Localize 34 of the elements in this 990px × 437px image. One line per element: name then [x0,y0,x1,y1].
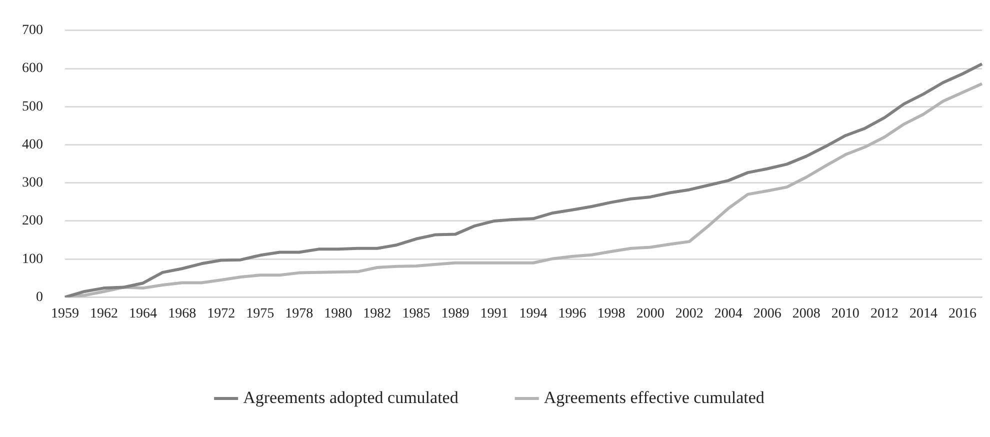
y-tick-label: 0 [36,290,43,305]
x-tick-label: 1994 [519,306,548,322]
x-tick-label: 2006 [753,306,782,322]
y-tick-label: 600 [22,61,43,76]
x-tick-label: 2000 [636,306,664,322]
x-tick-label: 1968 [168,306,196,322]
x-tick-label: 1985 [402,306,430,322]
y-tick-label: 200 [22,214,43,229]
x-tick-label: 1989 [441,306,470,322]
x-tick-label: 1964 [129,306,158,322]
x-tick-label: 2016 [948,306,976,322]
x-tick-label: 2002 [675,306,704,322]
x-tick-label: 2010 [831,306,860,322]
x-tick-label: 1962 [90,306,118,322]
y-tick-label: 300 [22,176,43,191]
y-tick-label: 500 [22,99,43,114]
x-tick-label: 1975 [246,306,274,322]
y-tick-label: 100 [22,252,43,267]
x-tick-label: 1996 [558,306,586,322]
x-tick-label: 1991 [480,306,508,322]
x-tick-label: 2012 [870,306,898,322]
x-tick-label: 1998 [597,306,626,322]
y-tick-label: 700 [22,23,43,38]
x-tick-label: 2014 [909,306,938,322]
x-tick-label: 1982 [363,306,392,322]
legend-label: Agreements adopted cumulated [243,388,459,407]
legend-label: Agreements effective cumulated [544,388,765,407]
x-tick-label: 1972 [207,306,236,322]
x-tick-label: 1980 [324,306,352,322]
x-tick-label: 2008 [792,306,820,322]
y-tick-label: 400 [22,137,43,152]
x-tick-label: 1959 [51,306,79,322]
x-tick-label: 2004 [714,306,742,322]
x-tick-label: 1978 [285,306,314,322]
